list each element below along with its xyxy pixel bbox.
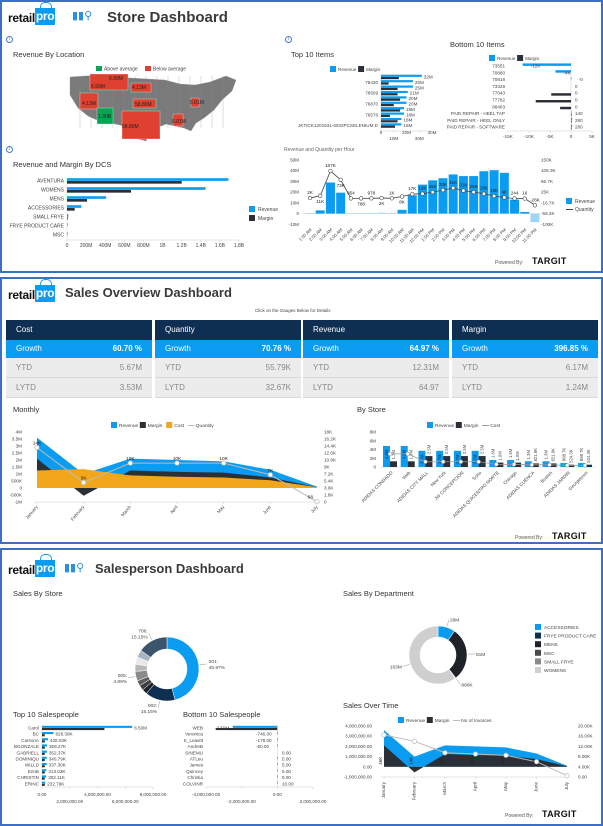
growth-value: 64.97 % <box>409 344 439 353</box>
kpi-lytd-row: LYTD 1.24M <box>452 378 598 398</box>
page-title: Store Dashboard <box>107 9 228 26</box>
lytd-value: 32.67K <box>265 383 291 392</box>
logo-text: retail <box>8 11 35 25</box>
kpi-card-title: Quantity <box>155 320 301 340</box>
ytd-label: YTD <box>16 363 32 372</box>
info-icon[interactable]: i <box>285 36 292 43</box>
logo-text-pro: pro <box>34 2 56 25</box>
targit-logo: TARGIT <box>532 256 567 266</box>
gauges-hint: Click on the Gauges Below for Details <box>255 308 331 313</box>
lytd-value: 3.53M <box>119 383 142 392</box>
kpi-ytd-row: YTD 6.17M <box>452 358 598 378</box>
growth-value: 396.85 % <box>554 344 588 353</box>
retailpro-logo: retail pro <box>8 279 56 302</box>
growth-label: Growth <box>462 344 488 353</box>
ytd-label: YTD <box>165 363 181 372</box>
by-store-title: By Store <box>357 405 386 414</box>
kpi-growth-row: Growth 396.85 % <box>452 340 598 358</box>
top10-salespeople-title: Top 10 Salespeople <box>13 710 79 719</box>
ytd-value: 6.17M <box>565 363 588 372</box>
kpi-card-title: Cost <box>6 320 152 340</box>
kpi-card-title: Revenue <box>303 320 449 340</box>
ytd-label: YTD <box>313 363 329 372</box>
kpi-growth-row: Growth 60.70 % <box>6 340 152 358</box>
targit-logo: TARGIT <box>552 531 587 541</box>
retailpro-logo: retail pro <box>8 2 56 25</box>
targit-logo: TARGIT <box>542 809 577 819</box>
lytd-label: LYTD <box>16 383 36 392</box>
kpi-lytd-row: LYTD 3.53M <box>6 378 152 398</box>
page-title: Sales Overview Dashboard <box>65 285 232 300</box>
info-icon[interactable]: i <box>6 36 13 43</box>
kpi-card-title: Margin <box>452 320 598 340</box>
powered-by-label: Powered By: <box>505 813 534 819</box>
ytd-value: 12.31M <box>412 363 439 372</box>
sales-by-store-title: Sales By Store <box>13 589 63 598</box>
analytics-search-icon: ▮▮⚲ <box>64 562 85 574</box>
growth-label: Growth <box>313 344 339 353</box>
kpi-lytd-row: LYTD 64.97 <box>303 378 449 398</box>
logo-text: retail <box>8 563 35 577</box>
kpi-lytd-row: LYTD 32.67K <box>155 378 301 398</box>
kpi-ytd-row: YTD 5.67M <box>6 358 152 378</box>
analytics-search-icon: ▮▮⚲ <box>72 10 93 22</box>
logo-text-pro: pro <box>34 279 56 302</box>
top10-items-title: Top 10 Items <box>291 50 334 59</box>
lytd-label: LYTD <box>462 383 482 392</box>
kpi-growth-row: Growth 70.76 % <box>155 340 301 358</box>
growth-label: Growth <box>165 344 191 353</box>
kpi-card-quantity[interactable]: Quantity Growth 70.76 % YTD 55.79K LYTD 32.… <box>155 320 301 398</box>
sales-over-time-title: Sales Over Time <box>343 701 399 710</box>
lytd-label: LYTD <box>165 383 185 392</box>
powered-by-label: Powered By: <box>515 535 544 541</box>
dcs-title: Revenue and Margin By DCS <box>13 160 112 169</box>
growth-value: 60.70 % <box>112 344 142 353</box>
lytd-label: LYTD <box>313 383 333 392</box>
ytd-value: 5.67M <box>119 363 142 372</box>
lytd-value: 1.24M <box>565 383 588 392</box>
ytd-value: 55.79K <box>265 363 291 372</box>
page-title: Salesperson Dashboard <box>95 561 244 576</box>
kpi-card-margin[interactable]: Margin Growth 396.85 % YTD 6.17M LYTD 1.24M <box>452 320 598 398</box>
monthly-title: Monthly <box>13 405 40 414</box>
salesperson-panel <box>0 548 603 826</box>
retailpro-logo: retail pro <box>8 554 56 577</box>
sales-by-dept-title: Sales By Department <box>343 589 414 598</box>
growth-value: 70.76 % <box>261 344 291 353</box>
logo-text-pro: pro <box>34 554 56 577</box>
growth-label: Growth <box>16 344 42 353</box>
ytd-label: YTD <box>462 363 478 372</box>
logo-text: retail <box>8 288 35 302</box>
kpi-card-cost[interactable]: Cost Growth 60.70 % YTD 5.67M LYTD 3.53M <box>6 320 152 398</box>
revenue-by-location-title: Revenue By Location <box>13 50 85 59</box>
sales-overview-panel <box>0 277 603 544</box>
lytd-value: 64.97 <box>418 383 439 392</box>
store-dashboard-panel <box>0 0 603 273</box>
per-hour-title: Revenue and Quantity per Hour <box>284 147 355 153</box>
kpi-ytd-row: YTD 12.31M <box>303 358 449 378</box>
info-icon[interactable]: i <box>6 146 13 153</box>
bottom10-items-title: Bottom 10 Items <box>450 40 505 49</box>
kpi-ytd-row: YTD 55.79K <box>155 358 301 378</box>
bottom10-salespeople-title: Bottom 10 Salespeople <box>183 710 261 719</box>
kpi-growth-row: Growth 64.97 % <box>303 340 449 358</box>
powered-by-label: Powered By: <box>495 260 524 266</box>
kpi-card-revenue[interactable]: Revenue Growth 64.97 % YTD 12.31M LYTD 64.9… <box>303 320 449 398</box>
